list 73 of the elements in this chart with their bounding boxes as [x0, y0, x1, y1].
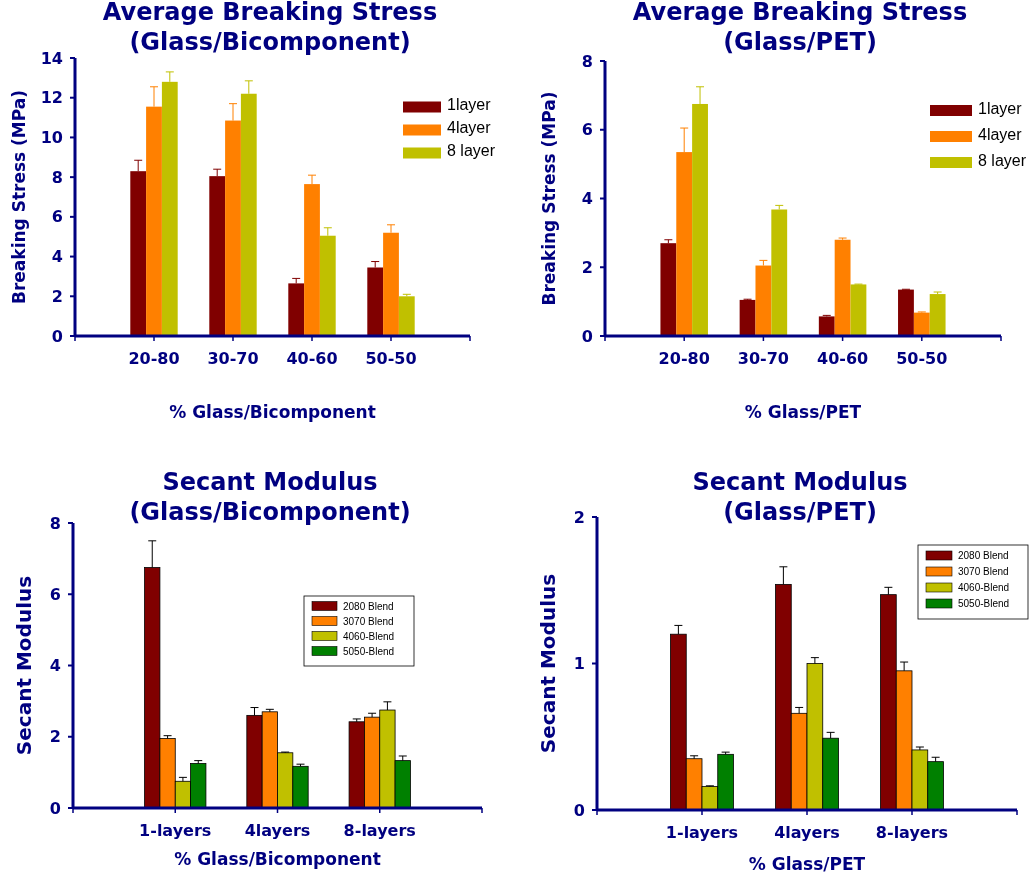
x-axis-title: % Glass/PET — [748, 854, 866, 874]
legend-label: 1layer — [447, 96, 492, 114]
y-axis-title: Secant Modulus — [536, 573, 560, 754]
legend-label: 4layer — [978, 125, 1023, 143]
y-tick-label: 2 — [573, 507, 585, 527]
y-tick-label: 6 — [581, 120, 593, 140]
x-tick-label: 8-layers — [875, 823, 949, 842]
legend-label: 2080 Blend — [958, 550, 1009, 561]
x-tick-label: 50-50 — [896, 349, 948, 368]
bar — [818, 316, 835, 336]
legend-label: 4060-Blend — [343, 630, 395, 642]
chart-title: Average Breaking Stress (Glass/Bicomponent) — [102, 0, 438, 56]
bar — [898, 289, 914, 336]
y-tick-label: 12 — [40, 88, 63, 108]
x-tick-label: 30-70 — [737, 349, 789, 368]
legend-label: 3070 Blend — [958, 566, 1009, 577]
x-axis-title: % Glass/Bicomponent — [174, 849, 381, 869]
legend-label: 1layer — [978, 99, 1023, 117]
y-axis-title: Breaking Stress (MPa) — [9, 89, 29, 305]
x-axis-title: % Glass/PET — [744, 402, 862, 422]
legend-label: 4layer — [447, 119, 492, 137]
x-tick-label: 40-60 — [817, 349, 869, 368]
x-tick-label: 30-70 — [207, 349, 259, 368]
y-tick-label: 10 — [40, 128, 63, 148]
legend-label: 3070 Blend — [343, 615, 394, 627]
y-tick-label: 2 — [49, 727, 61, 747]
y-tick-label: 2 — [51, 286, 63, 306]
x-tick-label: 4layers — [774, 823, 840, 842]
x-tick-label: 8-layers — [343, 821, 416, 840]
bar — [834, 239, 851, 336]
y-axis-title: Breaking Stress (MPa) — [539, 91, 559, 306]
x-axis-title: % Glass/Bicomponent — [169, 402, 376, 422]
bar — [771, 209, 788, 336]
y-tick-label: 2 — [581, 257, 593, 277]
bar — [929, 294, 946, 336]
x-tick-label: 4layers — [244, 821, 311, 840]
y-tick-label: 8 — [49, 513, 61, 533]
chart-title: Secant Modulus (Glass/PET) — [692, 468, 908, 526]
x-tick-label: 40-60 — [286, 349, 338, 368]
y-tick-label: 0 — [51, 326, 63, 346]
y-tick-label: 6 — [49, 584, 61, 604]
y-tick-label: 1 — [573, 654, 585, 674]
legend-label: 5050-Blend — [343, 645, 395, 657]
bar — [398, 296, 415, 336]
bar — [913, 312, 930, 336]
y-tick-label: 4 — [51, 247, 63, 267]
x-tick-label: 20-80 — [128, 349, 180, 368]
y-tick-label: 6 — [51, 207, 63, 227]
y-tick-label: 8 — [581, 51, 593, 71]
y-tick-label: 0 — [573, 800, 585, 820]
y-tick-label: 0 — [49, 798, 61, 818]
legend-label: 8 layer — [978, 151, 1027, 169]
legend-label: 5050-Blend — [958, 598, 1010, 609]
bar — [660, 243, 677, 336]
bar — [288, 283, 305, 336]
chart-title: Average Breaking Stress (Glass/PET) — [632, 0, 968, 56]
legend-label: 2080 Blend — [343, 600, 394, 612]
bar — [739, 299, 756, 336]
legend-label: 4060-Blend — [958, 582, 1010, 593]
chart-title: Secant Modulus (Glass/Bicomponent) — [129, 468, 411, 526]
x-tick-label: 1-layers — [665, 823, 739, 842]
y-axis-title: Secant Modulus — [12, 575, 36, 756]
y-tick-label: 8 — [51, 167, 63, 187]
y-tick-label: 4 — [581, 189, 593, 209]
legend-label: 8 layer — [447, 142, 496, 160]
x-tick-label: 1-layers — [139, 821, 212, 840]
x-tick-label: 50-50 — [365, 349, 417, 368]
bar — [850, 284, 867, 336]
y-tick-label: 14 — [40, 48, 63, 68]
y-tick-label: 4 — [49, 656, 61, 676]
x-tick-label: 20-80 — [658, 349, 710, 368]
bar — [755, 265, 772, 336]
y-tick-label: 0 — [581, 326, 593, 346]
